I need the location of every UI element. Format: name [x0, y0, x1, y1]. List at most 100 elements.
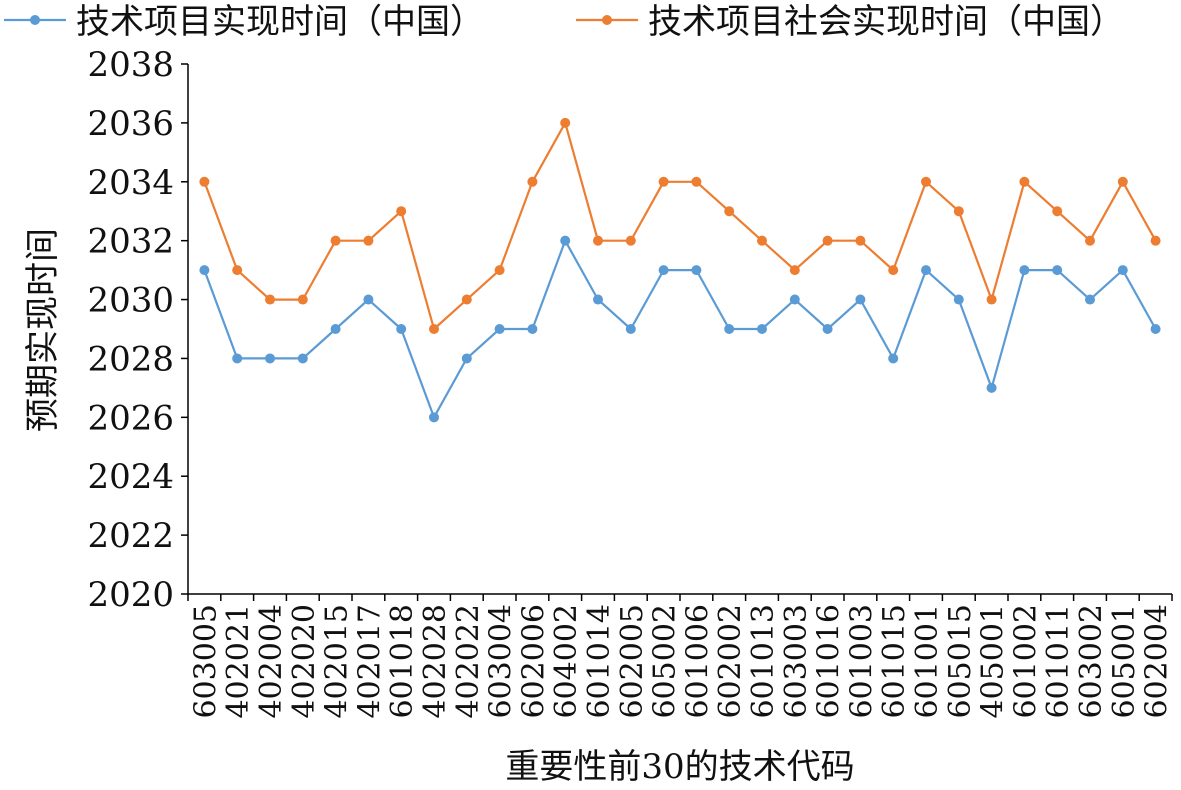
data-point-series-2: [232, 265, 243, 276]
x-axis-title: 重要性前30的技术代码: [505, 747, 854, 787]
data-point-series-1: [330, 324, 341, 334]
data-point-series-1: [888, 353, 899, 364]
series-layer: [199, 117, 1161, 423]
data-point-series-1: [1117, 265, 1128, 276]
x-tick-label: 605015: [943, 604, 978, 719]
data-point-series-1: [560, 235, 571, 246]
data-point-series-2: [921, 176, 931, 187]
data-point-series-1: [1085, 294, 1095, 305]
data-point-series-1: [953, 294, 964, 305]
data-point-series-1: [363, 294, 374, 305]
x-tick-label: 601018: [385, 604, 420, 719]
x-ticks: 6030054020214020044020204020154020176010…: [187, 594, 1175, 719]
data-point-series-1: [429, 412, 439, 423]
x-tick-label: 601001: [910, 604, 945, 719]
data-point-series-2: [822, 235, 833, 246]
data-point-series-1: [232, 353, 243, 364]
x-tick-label: 602004: [1140, 604, 1175, 719]
data-point-series-2: [888, 265, 899, 276]
data-point-series-2: [396, 206, 407, 217]
x-tick-label: 402004: [254, 604, 289, 719]
data-point-series-2: [1052, 206, 1063, 217]
data-point-series-1: [494, 324, 505, 334]
data-point-series-2: [461, 294, 472, 305]
data-point-series-2: [691, 176, 702, 187]
y-tick-label: 2030: [87, 281, 174, 321]
data-point-series-1: [658, 265, 669, 276]
x-tick-label: 402021: [221, 604, 256, 719]
data-point-series-2: [1019, 176, 1030, 187]
y-tick-label: 2036: [87, 104, 174, 144]
series-line-1: [203, 239, 1157, 419]
legend-marker-series-1: [30, 15, 40, 25]
data-point-series-1: [855, 294, 866, 305]
x-tick-label: 601015: [877, 604, 912, 719]
data-point-series-1: [986, 382, 997, 393]
x-tick-label: 402020: [287, 604, 322, 719]
data-point-series-1: [1150, 324, 1161, 334]
x-tick-label: 402022: [451, 604, 486, 719]
data-point-series-2: [757, 235, 767, 246]
data-point-series-2: [429, 324, 439, 334]
data-point-series-1: [724, 324, 735, 334]
data-point-series-2: [494, 265, 505, 276]
x-tick-label: 601003: [844, 604, 879, 719]
data-point-series-1: [527, 324, 538, 334]
x-tick-label: 605001: [1107, 604, 1142, 719]
data-point-series-1: [1052, 265, 1063, 276]
data-point-series-1: [789, 294, 800, 305]
data-point-series-2: [363, 235, 374, 246]
data-point-series-2: [855, 235, 866, 246]
x-tick-label: 603005: [188, 604, 223, 719]
x-tick-label: 601013: [746, 604, 781, 719]
x-tick-label: 603003: [779, 604, 814, 719]
y-tick-label: 2028: [87, 339, 174, 379]
data-point-series-1: [625, 324, 636, 334]
data-point-series-1: [297, 353, 308, 364]
data-point-series-1: [822, 324, 833, 334]
y-axis-title: 预期实现时间: [23, 228, 63, 432]
data-point-series-2: [560, 117, 571, 128]
x-tick-label: 405001: [976, 604, 1011, 719]
legend-marker-series-2: [602, 15, 612, 25]
y-tick-label: 2024: [87, 457, 174, 497]
x-tick-label: 601002: [1008, 604, 1043, 719]
x-tick-label: 601011: [1041, 604, 1076, 719]
data-point-series-2: [265, 294, 275, 305]
data-point-series-1: [396, 324, 407, 334]
data-point-series-1: [757, 324, 767, 334]
legend-label-series-2: 技术项目社会实现时间（中国）: [648, 2, 1124, 42]
y-ticks: 2020 2022 2024 2026 2028 2030 2032 2034 2036 2038: [87, 45, 188, 615]
data-point-series-2: [789, 265, 800, 276]
x-tick-label: 604002: [549, 604, 584, 719]
y-tick-label: 2022: [87, 516, 174, 556]
data-point-series-2: [527, 176, 538, 187]
x-tick-label: 602002: [713, 604, 748, 719]
y-tick-label: 2038: [87, 45, 174, 85]
legend-label-series-1: 技术项目实现时间（中国）: [76, 2, 484, 42]
data-point-series-1: [921, 265, 931, 276]
y-tick-label: 2032: [87, 222, 174, 262]
data-point-series-2: [593, 235, 603, 246]
data-point-series-2: [658, 176, 669, 187]
data-point-series-2: [199, 176, 210, 187]
x-tick-label: 402017: [352, 604, 387, 719]
y-tick-label: 2026: [87, 398, 174, 438]
x-tick-label: 603002: [1074, 604, 1109, 719]
x-tick-label: 605002: [648, 604, 683, 719]
data-point-series-2: [1150, 235, 1161, 246]
data-point-series-2: [330, 235, 341, 246]
x-tick-label: 601014: [582, 604, 617, 719]
data-point-series-2: [297, 294, 308, 305]
data-point-series-2: [953, 206, 964, 217]
data-point-series-2: [1085, 235, 1095, 246]
data-point-series-2: [625, 235, 636, 246]
x-tick-label: 402028: [418, 604, 453, 719]
data-point-series-1: [461, 353, 472, 364]
data-point-series-1: [199, 265, 210, 276]
legend: 技术项目实现时间（中国） 技术项目社会实现时间（中国）: [4, 2, 1124, 42]
x-tick-label: 603004: [484, 604, 519, 719]
x-tick-label: 601016: [812, 604, 847, 719]
x-tick-label: 402015: [320, 604, 355, 719]
